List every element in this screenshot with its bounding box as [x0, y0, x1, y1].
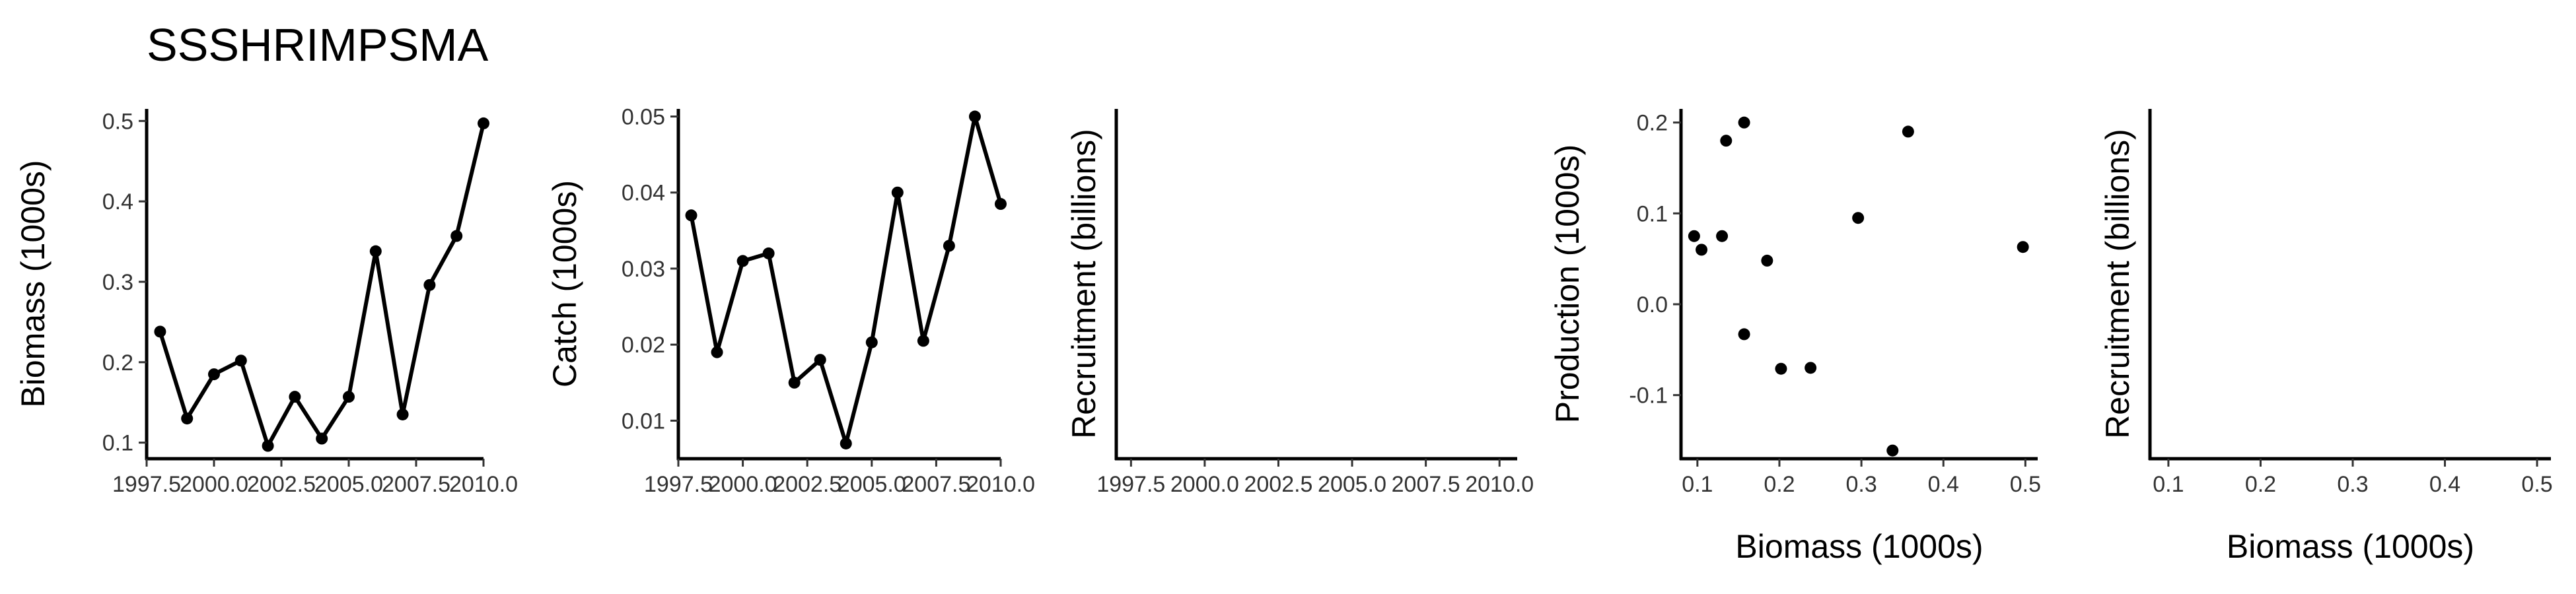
- data-point: [1902, 125, 1914, 138]
- data-point: [1738, 328, 1750, 341]
- data-point: [450, 230, 463, 242]
- data-point: [208, 368, 220, 381]
- data-point: [396, 408, 409, 420]
- x-tick-label: 2007.5: [1392, 472, 1460, 497]
- data-point: [788, 376, 801, 389]
- y-tick-label: 0.0: [1637, 292, 1668, 317]
- x-tick-label: 2000.0: [1170, 472, 1239, 497]
- x-tick-label: 0.2: [2245, 472, 2276, 497]
- production-vs-biomass-panel: 0.1 0.2 0.3 0.4 0.5 -0.1 0.0 0.1 0.2 Production (…: [1549, 109, 2041, 565]
- x-axis-title: Biomass (1000s): [1735, 528, 1983, 565]
- x-tick-label: 2000.0: [709, 472, 777, 497]
- x-tick-label: 2010.0: [966, 472, 1035, 497]
- data-point: [343, 391, 355, 403]
- data-point: [711, 346, 723, 358]
- y-tick-label: 0.3: [102, 270, 133, 295]
- x-tick-label: 0.3: [2337, 472, 2368, 497]
- x-tick-label: 0.1: [2153, 472, 2184, 497]
- x-tick-label: 2007.5: [382, 472, 450, 497]
- y-tick-label: 0.02: [622, 333, 665, 358]
- x-tick-label: 1997.5: [112, 472, 181, 497]
- data-point: [478, 117, 489, 129]
- x-tick-label: 0.1: [1682, 472, 1713, 497]
- data-point: [423, 279, 436, 291]
- y-tick-label: 0.01: [622, 409, 665, 434]
- data-point: [840, 437, 852, 449]
- data-point: [814, 354, 826, 366]
- data-point: [1716, 230, 1729, 242]
- y-axis-title: Recruitment (billions): [1065, 129, 1102, 439]
- x-tick-label: 2005.0: [1318, 472, 1386, 497]
- y-tick-label: 0.5: [102, 109, 133, 134]
- series-line: [689, 114, 1003, 446]
- y-tick-label: 0.1: [1637, 201, 1668, 226]
- y-tick-label: -0.1: [1629, 383, 1668, 409]
- data-point: [1805, 362, 1817, 374]
- y-axis-title: Production (1000s): [1549, 145, 1586, 423]
- y-axis-title: Biomass (1000s): [15, 160, 52, 407]
- x-tick-label: 0.3: [1845, 472, 1877, 497]
- data-point: [1720, 135, 1733, 147]
- data-point: [917, 335, 929, 347]
- recruitment-time-series-panel: 1997.5 2000.0 2002.5 2005.0 2007.5 2010.0 Recr…: [1065, 109, 1534, 497]
- y-tick-label: 0.4: [102, 189, 133, 214]
- y-tick-label: 0.05: [622, 105, 665, 130]
- data-point: [736, 255, 749, 267]
- page-title: SSSHRIMPSMA: [147, 19, 489, 71]
- y-tick-label: 0.04: [622, 181, 665, 206]
- data-point: [369, 245, 382, 257]
- y-tick-label: 0.2: [1637, 111, 1668, 136]
- x-tick-label: 0.4: [2429, 472, 2460, 497]
- x-tick-label: 0.4: [1928, 472, 1959, 497]
- data-point: [2017, 241, 2029, 253]
- x-tick-label: 2007.5: [902, 472, 970, 497]
- x-tick-label: 1997.5: [644, 472, 713, 497]
- data-point: [234, 354, 247, 367]
- data-point: [1886, 444, 1899, 457]
- y-axis-title: Recruitment (billions): [2099, 129, 2136, 439]
- x-tick-label: 2010.0: [449, 472, 518, 497]
- data-point: [289, 391, 301, 403]
- data-point: [1688, 230, 1700, 242]
- data-point: [995, 198, 1007, 211]
- x-tick-label: 2002.5: [773, 472, 841, 497]
- data-point: [762, 247, 775, 259]
- y-tick-label: 0.2: [102, 350, 133, 376]
- x-tick-label: 2005.0: [314, 472, 383, 497]
- data-point: [865, 336, 878, 348]
- x-tick-label: 1997.5: [1096, 472, 1165, 497]
- data-point: [1696, 244, 1708, 256]
- data-point: [154, 325, 166, 338]
- data-point: [316, 432, 328, 445]
- x-axis-title: Biomass (1000s): [2227, 528, 2474, 565]
- y-tick-label: 0.1: [102, 431, 133, 456]
- y-axis-title: Catch (1000s): [546, 180, 583, 387]
- x-tick-label: 2002.5: [247, 472, 316, 497]
- x-tick-label: 2005.0: [838, 472, 906, 497]
- data-point: [181, 412, 194, 425]
- x-tick-label: 2000.0: [180, 472, 248, 497]
- data-point: [968, 110, 981, 123]
- x-tick-label: 0.5: [2521, 472, 2552, 497]
- data-point: [943, 240, 955, 252]
- data-point: [1761, 254, 1773, 267]
- x-tick-label: 0.2: [1764, 472, 1795, 497]
- data-point: [262, 440, 274, 452]
- recruitment-vs-biomass-panel: 0.1 0.2 0.3 0.4 0.5 Recruitment (billions) Bio…: [2099, 109, 2553, 565]
- x-tick-label: 2010.0: [1465, 472, 1534, 497]
- x-tick-label: 2002.5: [1244, 472, 1312, 497]
- data-point: [1775, 362, 1787, 375]
- data-point: [1852, 212, 1865, 224]
- y-tick-label: 0.03: [622, 257, 665, 282]
- x-tick-label: 0.5: [2010, 472, 2041, 497]
- data-point: [685, 209, 698, 222]
- data-point: [891, 186, 904, 199]
- data-point: [1738, 116, 1750, 129]
